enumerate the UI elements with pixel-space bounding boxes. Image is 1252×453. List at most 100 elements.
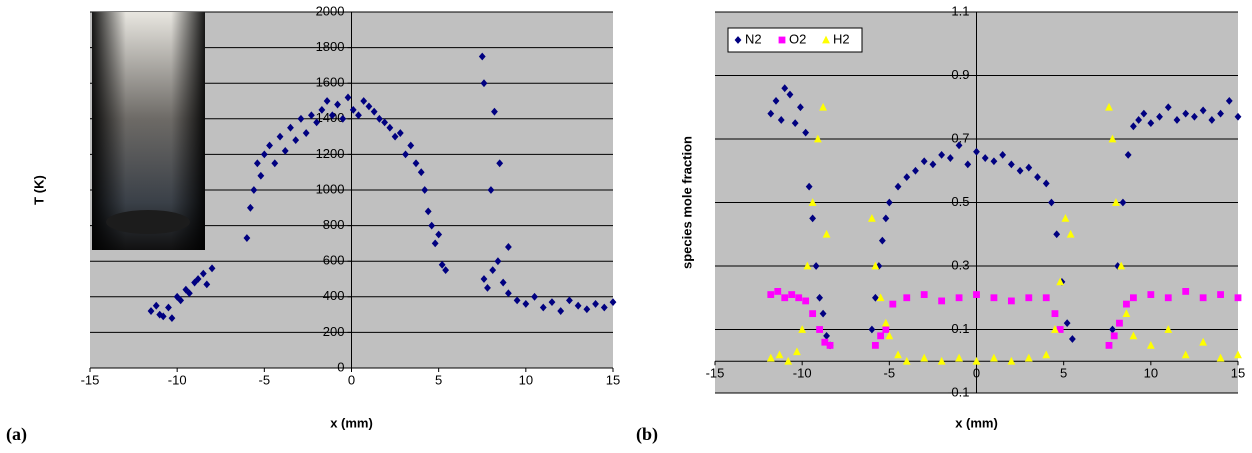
data-point (903, 294, 911, 302)
data-point (972, 356, 981, 365)
data-point (823, 331, 830, 340)
data-point (781, 294, 789, 302)
data-point (1199, 337, 1208, 346)
data-point (147, 307, 155, 315)
data-point (1042, 179, 1050, 188)
data-point (990, 353, 998, 362)
data-point (894, 182, 902, 191)
data-point (1034, 173, 1041, 181)
data-point (809, 310, 817, 318)
data-point (1068, 335, 1076, 343)
data-point (767, 109, 775, 118)
x-tick-label: 15 (606, 372, 620, 387)
legend-marker (822, 35, 830, 44)
data-point (287, 123, 294, 132)
data-point (407, 141, 415, 150)
data-point (1053, 230, 1061, 239)
x-tick-label: 0 (348, 372, 355, 387)
data-point (1199, 294, 1207, 302)
data-point (805, 182, 813, 191)
x-tick-label: -15 (706, 366, 725, 381)
data-point (360, 97, 368, 105)
data-point (955, 294, 963, 302)
data-point (1140, 109, 1148, 118)
inset-photo-burner (106, 210, 190, 234)
data-point (1042, 294, 1050, 302)
data-point (1130, 122, 1137, 131)
data-point (505, 243, 512, 251)
data-point (402, 150, 409, 159)
data-point (1051, 310, 1059, 318)
y-axis-title: T (K) (31, 175, 46, 205)
data-point (876, 293, 885, 302)
data-point (431, 239, 439, 248)
data-point (1025, 294, 1033, 302)
data-point (609, 298, 617, 307)
data-point (777, 116, 785, 124)
data-point (355, 111, 362, 120)
data-point (177, 296, 185, 305)
data-point (1208, 116, 1216, 124)
y-tick-label: 1200 (316, 146, 345, 161)
data-point (816, 326, 823, 333)
data-point (772, 97, 780, 105)
data-point (203, 280, 211, 289)
data-point (313, 118, 321, 127)
data-point (246, 203, 254, 212)
data-point (334, 100, 341, 109)
data-point (1123, 300, 1130, 308)
data-point (973, 291, 980, 298)
data-point (1007, 160, 1015, 169)
data-point (480, 79, 488, 88)
data-point (323, 97, 331, 105)
panel-label: (b) (636, 424, 658, 445)
y-tick-label: 0.9 (951, 67, 969, 82)
y-tick-label: 200 (323, 324, 345, 339)
data-point (494, 257, 502, 266)
data-point (592, 300, 599, 308)
data-point (1007, 297, 1015, 305)
data-point (868, 325, 876, 334)
data-point (1234, 350, 1242, 359)
data-point (920, 291, 928, 298)
panel-label: (a) (6, 424, 27, 445)
data-point (480, 275, 488, 283)
data-point (484, 284, 491, 292)
data-point (396, 129, 404, 137)
data-point (812, 262, 820, 270)
data-point (822, 229, 831, 238)
y-tick-label: 0.7 (951, 130, 969, 145)
data-point (489, 266, 497, 274)
data-point (159, 312, 167, 321)
data-point (276, 132, 284, 141)
data-point (487, 186, 495, 194)
data-point (1164, 325, 1173, 333)
data-point (775, 350, 784, 359)
data-point (1056, 277, 1065, 286)
data-point (767, 291, 775, 298)
data-point (871, 341, 879, 349)
data-point (191, 278, 198, 287)
data-point (1181, 350, 1190, 359)
data-point (821, 338, 829, 346)
data-point (1182, 288, 1190, 295)
data-point (871, 261, 880, 270)
data-point (981, 154, 989, 162)
data-point (937, 356, 946, 365)
x-tick-label: -10 (168, 372, 187, 387)
data-point (809, 214, 817, 223)
data-point (973, 147, 980, 156)
data-point (349, 106, 357, 114)
x-tick-label: -10 (793, 366, 812, 381)
x-tick-label: -15 (81, 372, 100, 387)
data-point (882, 326, 890, 333)
data-point (1048, 198, 1055, 207)
data-point (391, 132, 399, 141)
data-point (795, 294, 803, 302)
data-point (250, 186, 258, 194)
x-tick-label: 5 (435, 372, 442, 387)
data-point (774, 288, 782, 295)
data-point (496, 159, 504, 168)
y-axis-title: species mole fraction (679, 136, 694, 269)
data-point (243, 234, 251, 242)
